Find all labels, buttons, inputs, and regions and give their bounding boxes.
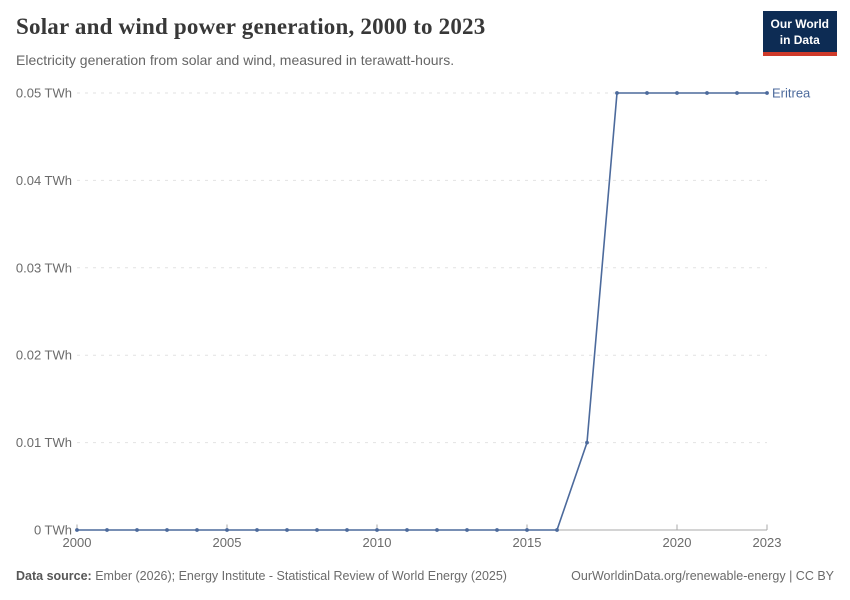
data-source-text: Ember (2026); Energy Institute - Statist…: [91, 569, 507, 583]
line-series-eritrea[interactable]: [77, 92, 767, 531]
data-point[interactable]: [225, 528, 229, 532]
data-point[interactable]: [165, 528, 169, 532]
data-point[interactable]: [495, 528, 499, 532]
owid-logo-line1: Our World: [770, 17, 829, 31]
x-axis-tick-label: 2005: [213, 535, 242, 550]
x-axis-tick-label: 2023: [753, 535, 782, 550]
data-point[interactable]: [285, 528, 289, 532]
data-point[interactable]: [555, 528, 559, 532]
x-axis-tick-label: 2010: [363, 535, 392, 550]
data-source-note: Data source: Ember (2026); Energy Instit…: [16, 569, 507, 583]
data-point[interactable]: [465, 528, 469, 532]
data-point[interactable]: [135, 528, 139, 532]
data-point[interactable]: [525, 528, 529, 532]
data-point[interactable]: [195, 528, 199, 532]
data-point[interactable]: [345, 528, 349, 532]
data-point[interactable]: [585, 440, 589, 445]
data-point[interactable]: [675, 91, 679, 95]
data-point[interactable]: [375, 528, 379, 532]
data-point[interactable]: [435, 528, 439, 532]
owid-url-link[interactable]: OurWorldinData.org/renewable-energy | CC…: [571, 569, 834, 583]
data-point[interactable]: [705, 91, 709, 95]
x-axis-tick-label: 2000: [63, 535, 92, 550]
data-point[interactable]: [405, 528, 409, 532]
x-axis-tick-label: 2020: [663, 535, 692, 550]
data-source-label: Data source:: [16, 569, 92, 583]
data-point[interactable]: [765, 91, 769, 95]
y-axis-tick-label: 0.03 TWh: [16, 260, 72, 275]
data-point[interactable]: [645, 91, 649, 95]
y-axis-tick-label: 0.04 TWh: [16, 173, 72, 188]
y-axis-tick-label: 0.01 TWh: [16, 435, 72, 450]
x-axis-tick-label: 2015: [513, 535, 542, 550]
owid-logo[interactable]: Our World in Data: [762, 11, 837, 57]
series-label-eritrea[interactable]: Eritrea: [772, 86, 811, 101]
data-point[interactable]: [615, 91, 619, 95]
data-point[interactable]: [75, 528, 79, 532]
page-subtitle: Electricity generation from solar and wi…: [16, 52, 455, 68]
data-point[interactable]: [105, 528, 109, 532]
page-title: Solar and wind power generation, 2000 to…: [16, 14, 486, 39]
data-point[interactable]: [255, 528, 259, 532]
y-axis-tick-label: 0 TWh: [34, 523, 72, 538]
owid-logo-line2: in Data: [779, 32, 820, 47]
y-axis-tick-label: 0.05 TWh: [16, 86, 72, 101]
data-point[interactable]: [735, 91, 739, 95]
y-axis-tick-label: 0.02 TWh: [16, 348, 72, 363]
data-point[interactable]: [315, 528, 319, 532]
